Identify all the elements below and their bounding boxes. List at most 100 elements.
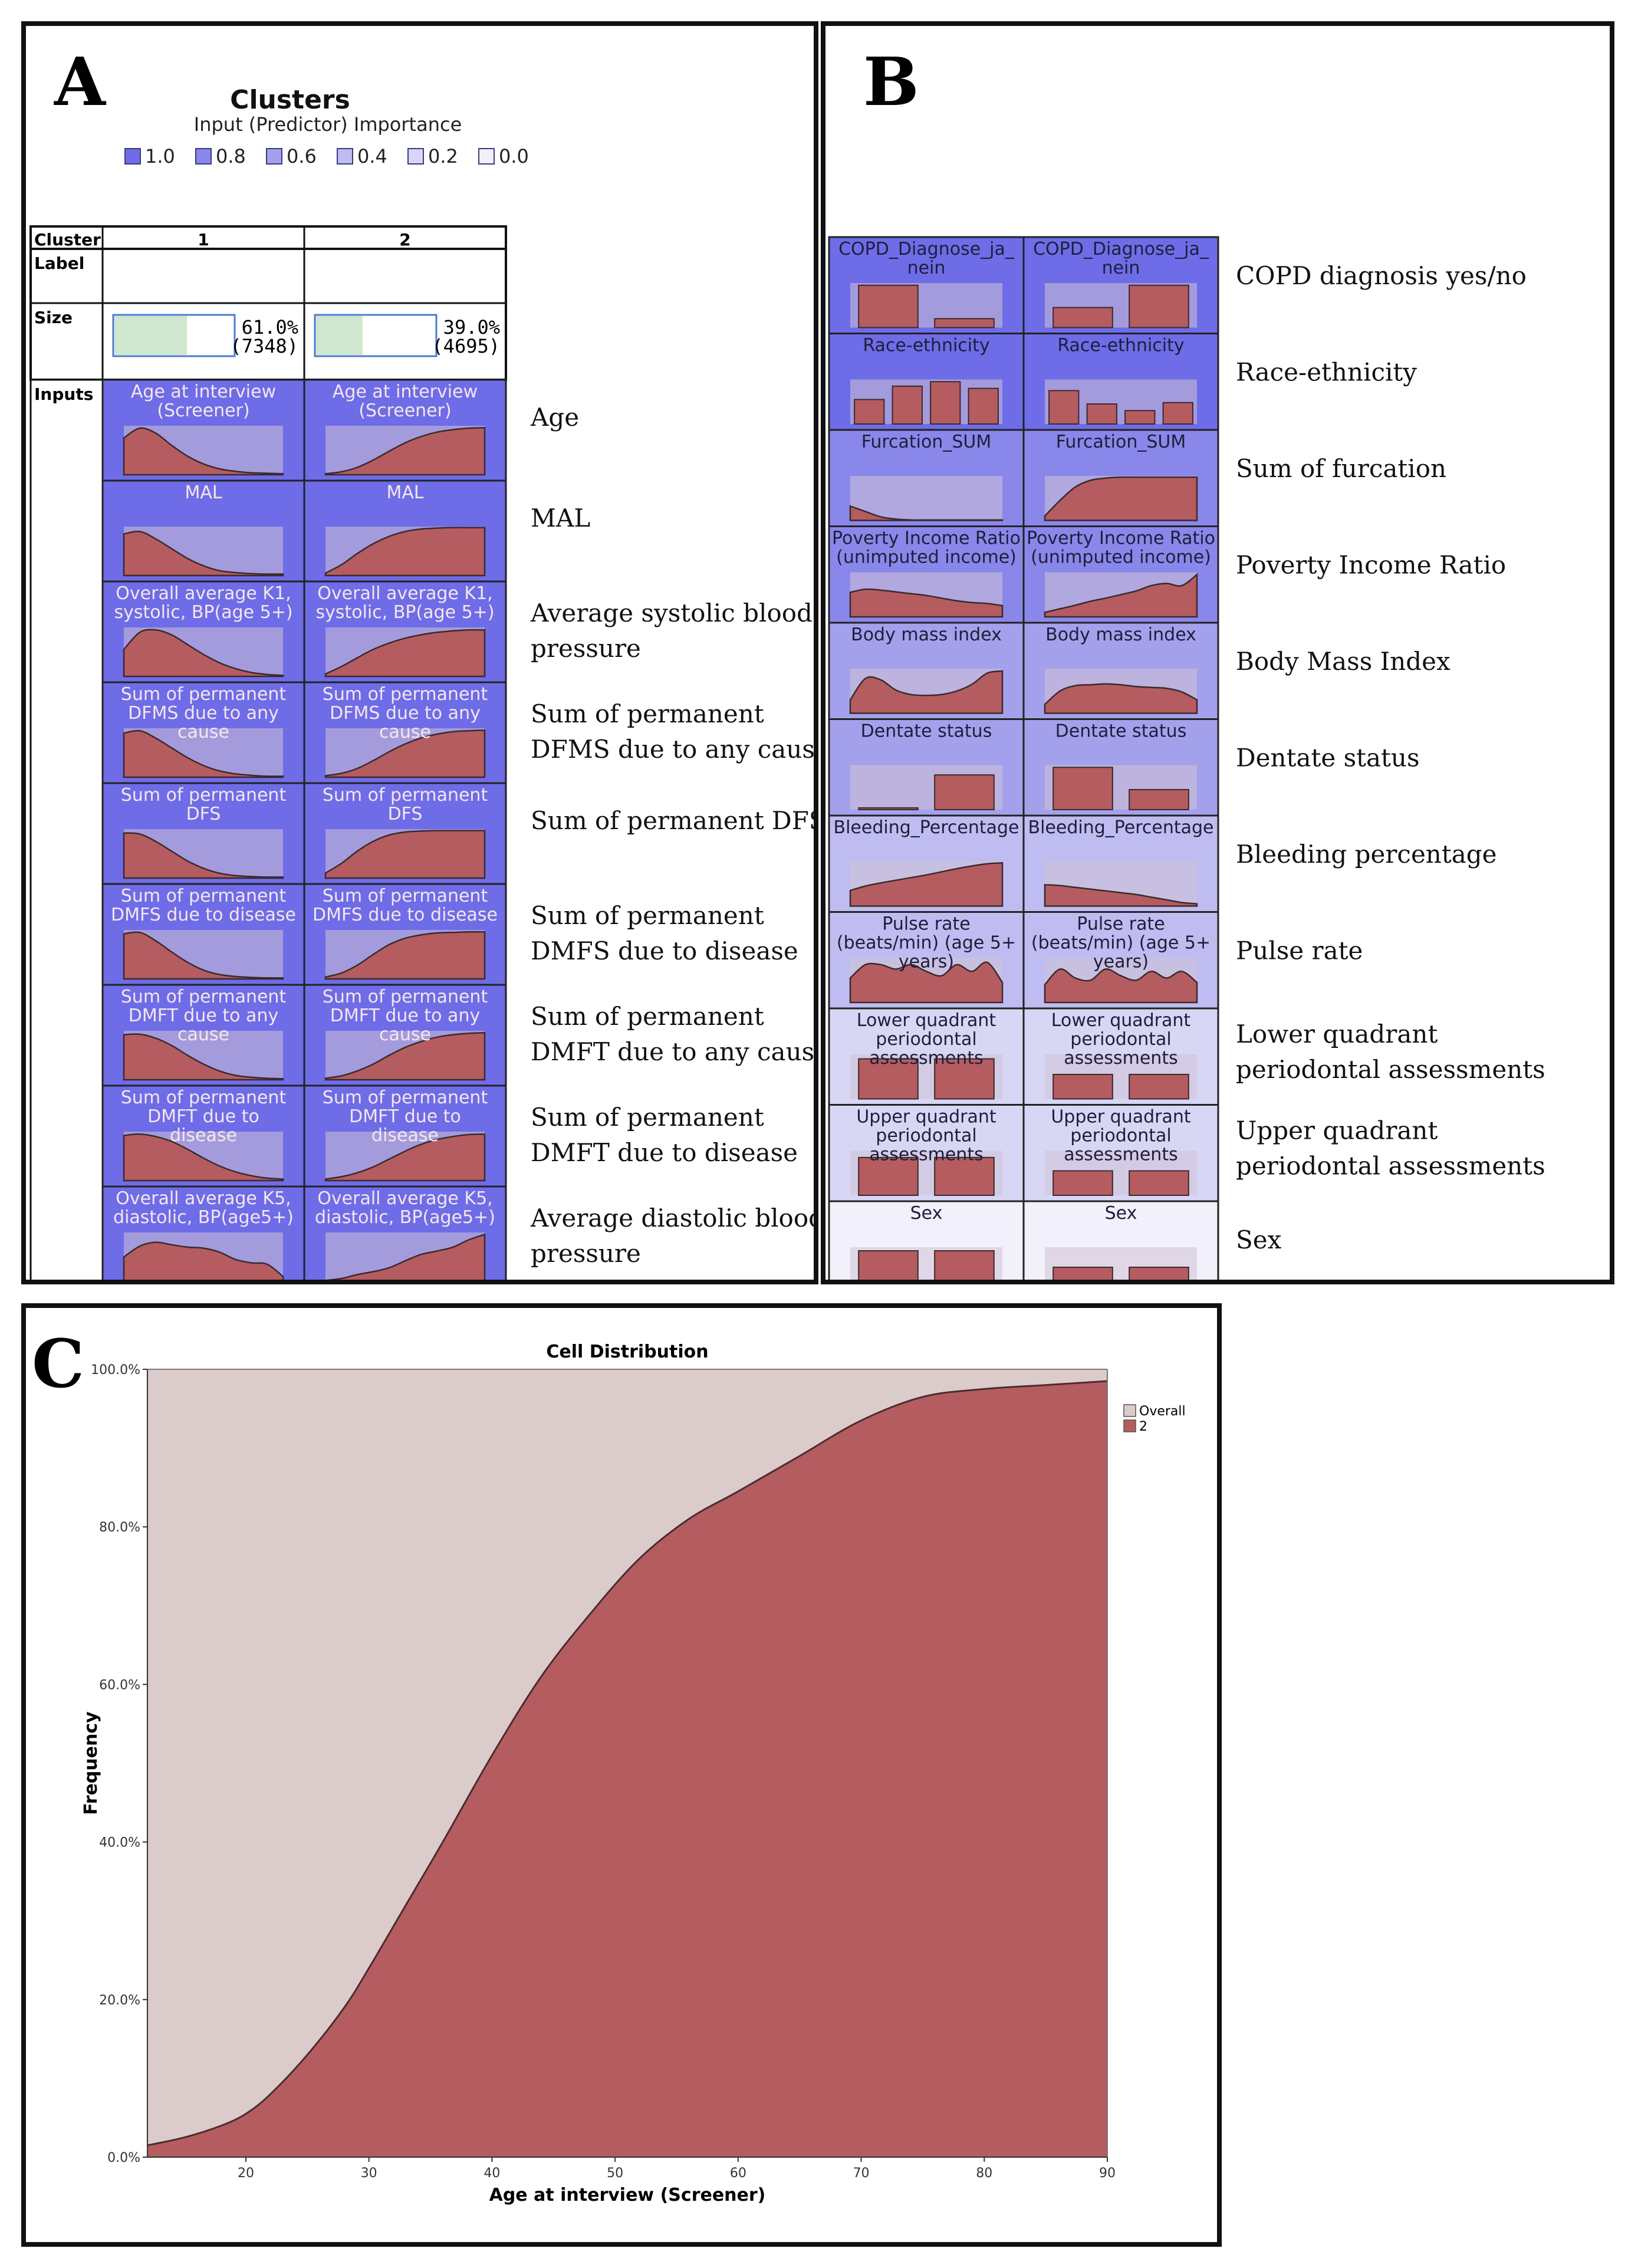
- row-desc-a2: Average systolic blood pressure: [530, 599, 813, 663]
- density-a7-c2: [324, 1133, 486, 1182]
- importance-level-4: 0.2: [428, 145, 458, 167]
- density-a8-c1: [123, 1241, 284, 1280]
- cell-title-a5-c1: Sum of permanent DMFS due to disease: [111, 886, 296, 925]
- density-a5-c2: [324, 931, 486, 980]
- cell-title-b3-c1: Poverty Income Ratio (unimputed income): [832, 528, 1021, 568]
- bar-b1-c2-3: [1162, 402, 1193, 425]
- panel-c: C Cell Distribution 0.0% 20.0% 40.0% 60.0% 80…: [21, 1303, 1222, 2247]
- importance-level-5: 0.0: [499, 145, 529, 167]
- header-cluster: Cluster: [34, 230, 101, 249]
- cell-title-a3-c1: Sum of permanent DFMS due to any cause: [121, 684, 287, 742]
- panel-a: A Clusters Input (Predictor) Importance 1.…: [21, 21, 818, 1284]
- density-b6-c2: [1044, 883, 1198, 907]
- importance-swatch-1: [195, 148, 212, 165]
- y-tick-label-3: 60.0%: [99, 1678, 140, 1692]
- bar-b0-c2-0: [1052, 307, 1113, 328]
- bar-b5-c1-0: [858, 807, 919, 810]
- bar-b1-c2-0: [1048, 390, 1080, 425]
- panel-b-label: B: [863, 44, 919, 121]
- density-b4-c2: [1044, 683, 1198, 714]
- density-a2-c1: [123, 629, 284, 678]
- cell-title-b9-c1: Upper quadrant periodontal assessments: [856, 1107, 996, 1165]
- cell-title-b10-c2: Sex: [1105, 1203, 1137, 1224]
- cell-title-b1-c2: Race-ethnicity: [1057, 336, 1184, 356]
- cell-title-a4-c2: Sum of permanent DFS: [323, 785, 488, 824]
- x-tick-label-3: 50: [607, 2166, 623, 2181]
- density-b7-c1: [849, 961, 1004, 1004]
- cluster-number-2: 2: [399, 230, 410, 249]
- row-desc-a4: Sum of permanent DFS: [531, 806, 814, 835]
- density-b4-c1: [849, 670, 1004, 714]
- size-pct-2: 39.0%: [443, 316, 500, 338]
- legend-swatch-2: [1123, 1419, 1136, 1432]
- density-a3-c2: [324, 729, 486, 778]
- density-a0-c1: [123, 427, 284, 476]
- panel-c-label: C: [32, 1326, 85, 1403]
- legend-label-2: 2: [1139, 1419, 1147, 1434]
- importance-level-0: 1.0: [145, 145, 175, 167]
- row-desc-b7: Pulse rate: [1236, 936, 1363, 965]
- importance-swatch-2: [266, 148, 282, 165]
- bar-b9-c2-1: [1129, 1170, 1189, 1196]
- bar-b5-c2-1: [1129, 789, 1189, 811]
- row-desc-b6: Bleeding percentage: [1236, 840, 1497, 869]
- density-b2-c2: [1044, 476, 1198, 521]
- chart-title: Cell Distribution: [546, 1342, 708, 1362]
- row-desc-b4: Body Mass Index: [1236, 647, 1450, 676]
- bar-b10-c1-1: [934, 1250, 995, 1280]
- cell-title-a8-c2: Overall average K5, diastolic, BP(age5+): [315, 1188, 495, 1228]
- cell-title-a1-c1: MAL: [185, 482, 222, 503]
- density-a3-c1: [123, 729, 284, 778]
- bar-b9-c2-0: [1052, 1170, 1113, 1196]
- panel-a-label: A: [54, 44, 106, 121]
- clusters-title: Clusters: [230, 85, 350, 115]
- bar-b0-c1-0: [858, 284, 919, 328]
- importance-swatch-0: [124, 148, 141, 165]
- cell-title-b5-c2: Dentate status: [1055, 721, 1187, 742]
- cell-title-a0-c1: Age at interview (Screener): [131, 382, 276, 421]
- panel-b: B COPD_Diagnose_ja_ nein COPD_Diagnose_ja_…: [821, 21, 1614, 1284]
- bar-b1-c1-0: [854, 399, 885, 425]
- size-pct-1: 61.0%: [242, 316, 298, 338]
- bar-b0-c1-1: [934, 318, 995, 328]
- bar-b9-c1-1: [934, 1156, 995, 1196]
- cell-title-b4-c2: Body mass index: [1045, 624, 1196, 645]
- row-desc-a8: Average diastolic blood pressure: [530, 1204, 814, 1268]
- x-axis-label: Age at interview (Screener): [489, 2185, 766, 2205]
- importance-level-1: 0.8: [216, 145, 246, 167]
- cell-title-b1-c1: Race-ethnicity: [863, 336, 989, 356]
- cell-title-a1-c2: MAL: [386, 482, 423, 503]
- density-a1-c2: [324, 527, 486, 577]
- cell-title-b7-c2: Pulse rate (beats/min) (age 5+ years): [1031, 914, 1211, 972]
- density-b2-c1: [849, 505, 1004, 521]
- density-a7-c1: [123, 1133, 284, 1182]
- cell-title-a7-c1: Sum of permanent DMFT due to disease: [121, 1087, 287, 1146]
- cell-title-a2-c2: Overall average K1, systolic, BP(age 5+): [315, 583, 494, 623]
- header-inputs: Inputs: [34, 384, 93, 404]
- x-tick-label-6: 80: [976, 2166, 992, 2181]
- row-desc-b0: COPD diagnosis yes/no: [1236, 261, 1527, 290]
- row-desc-b1: Race-ethnicity: [1236, 358, 1417, 387]
- density-a1-c1: [123, 530, 284, 577]
- row-desc-b10: Sex: [1236, 1225, 1282, 1254]
- bar-b9-c1-0: [858, 1156, 919, 1196]
- row-desc-a7: Sum of permanent DMFT due to disease: [531, 1103, 798, 1167]
- importance-legend-title: Input (Predictor) Importance: [194, 113, 462, 136]
- cluster-table-b: COPD_Diagnose_ja_ nein COPD_Diagnose_ja_ ne…: [828, 236, 1545, 1280]
- row-desc-a6: Sum of permanent DMFT due to any cause: [531, 1002, 814, 1066]
- inputs-column: [29, 379, 104, 1280]
- importance-level-2: 0.6: [287, 145, 317, 167]
- cell-title-a8-c1: Overall average K5, diastolic, BP(age5+): [113, 1188, 294, 1228]
- density-b3-c2: [1044, 573, 1198, 618]
- size-bar-fill-1: [114, 316, 188, 355]
- cell-title-b9-c2: Upper quadrant periodontal assessments: [1051, 1107, 1191, 1165]
- cell-title-b5-c1: Dentate status: [861, 721, 992, 742]
- cell-title-a4-c1: Sum of permanent DFS: [121, 785, 287, 824]
- bar-b5-c1-1: [934, 774, 995, 810]
- bar-b10-c1-0: [858, 1250, 919, 1280]
- cluster-2-line: [147, 1380, 1108, 2147]
- x-tick-label-1: 30: [361, 2166, 377, 2181]
- density-b6-c1: [849, 862, 1004, 907]
- size-bar-fill-2: [316, 316, 363, 355]
